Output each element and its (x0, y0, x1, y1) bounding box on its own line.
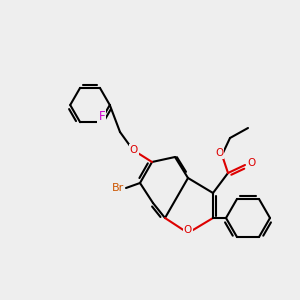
Text: O: O (215, 148, 223, 158)
Text: O: O (184, 225, 192, 235)
Text: O: O (130, 145, 138, 155)
Text: F: F (99, 110, 105, 123)
Text: O: O (247, 158, 255, 168)
Text: Br: Br (112, 183, 124, 193)
